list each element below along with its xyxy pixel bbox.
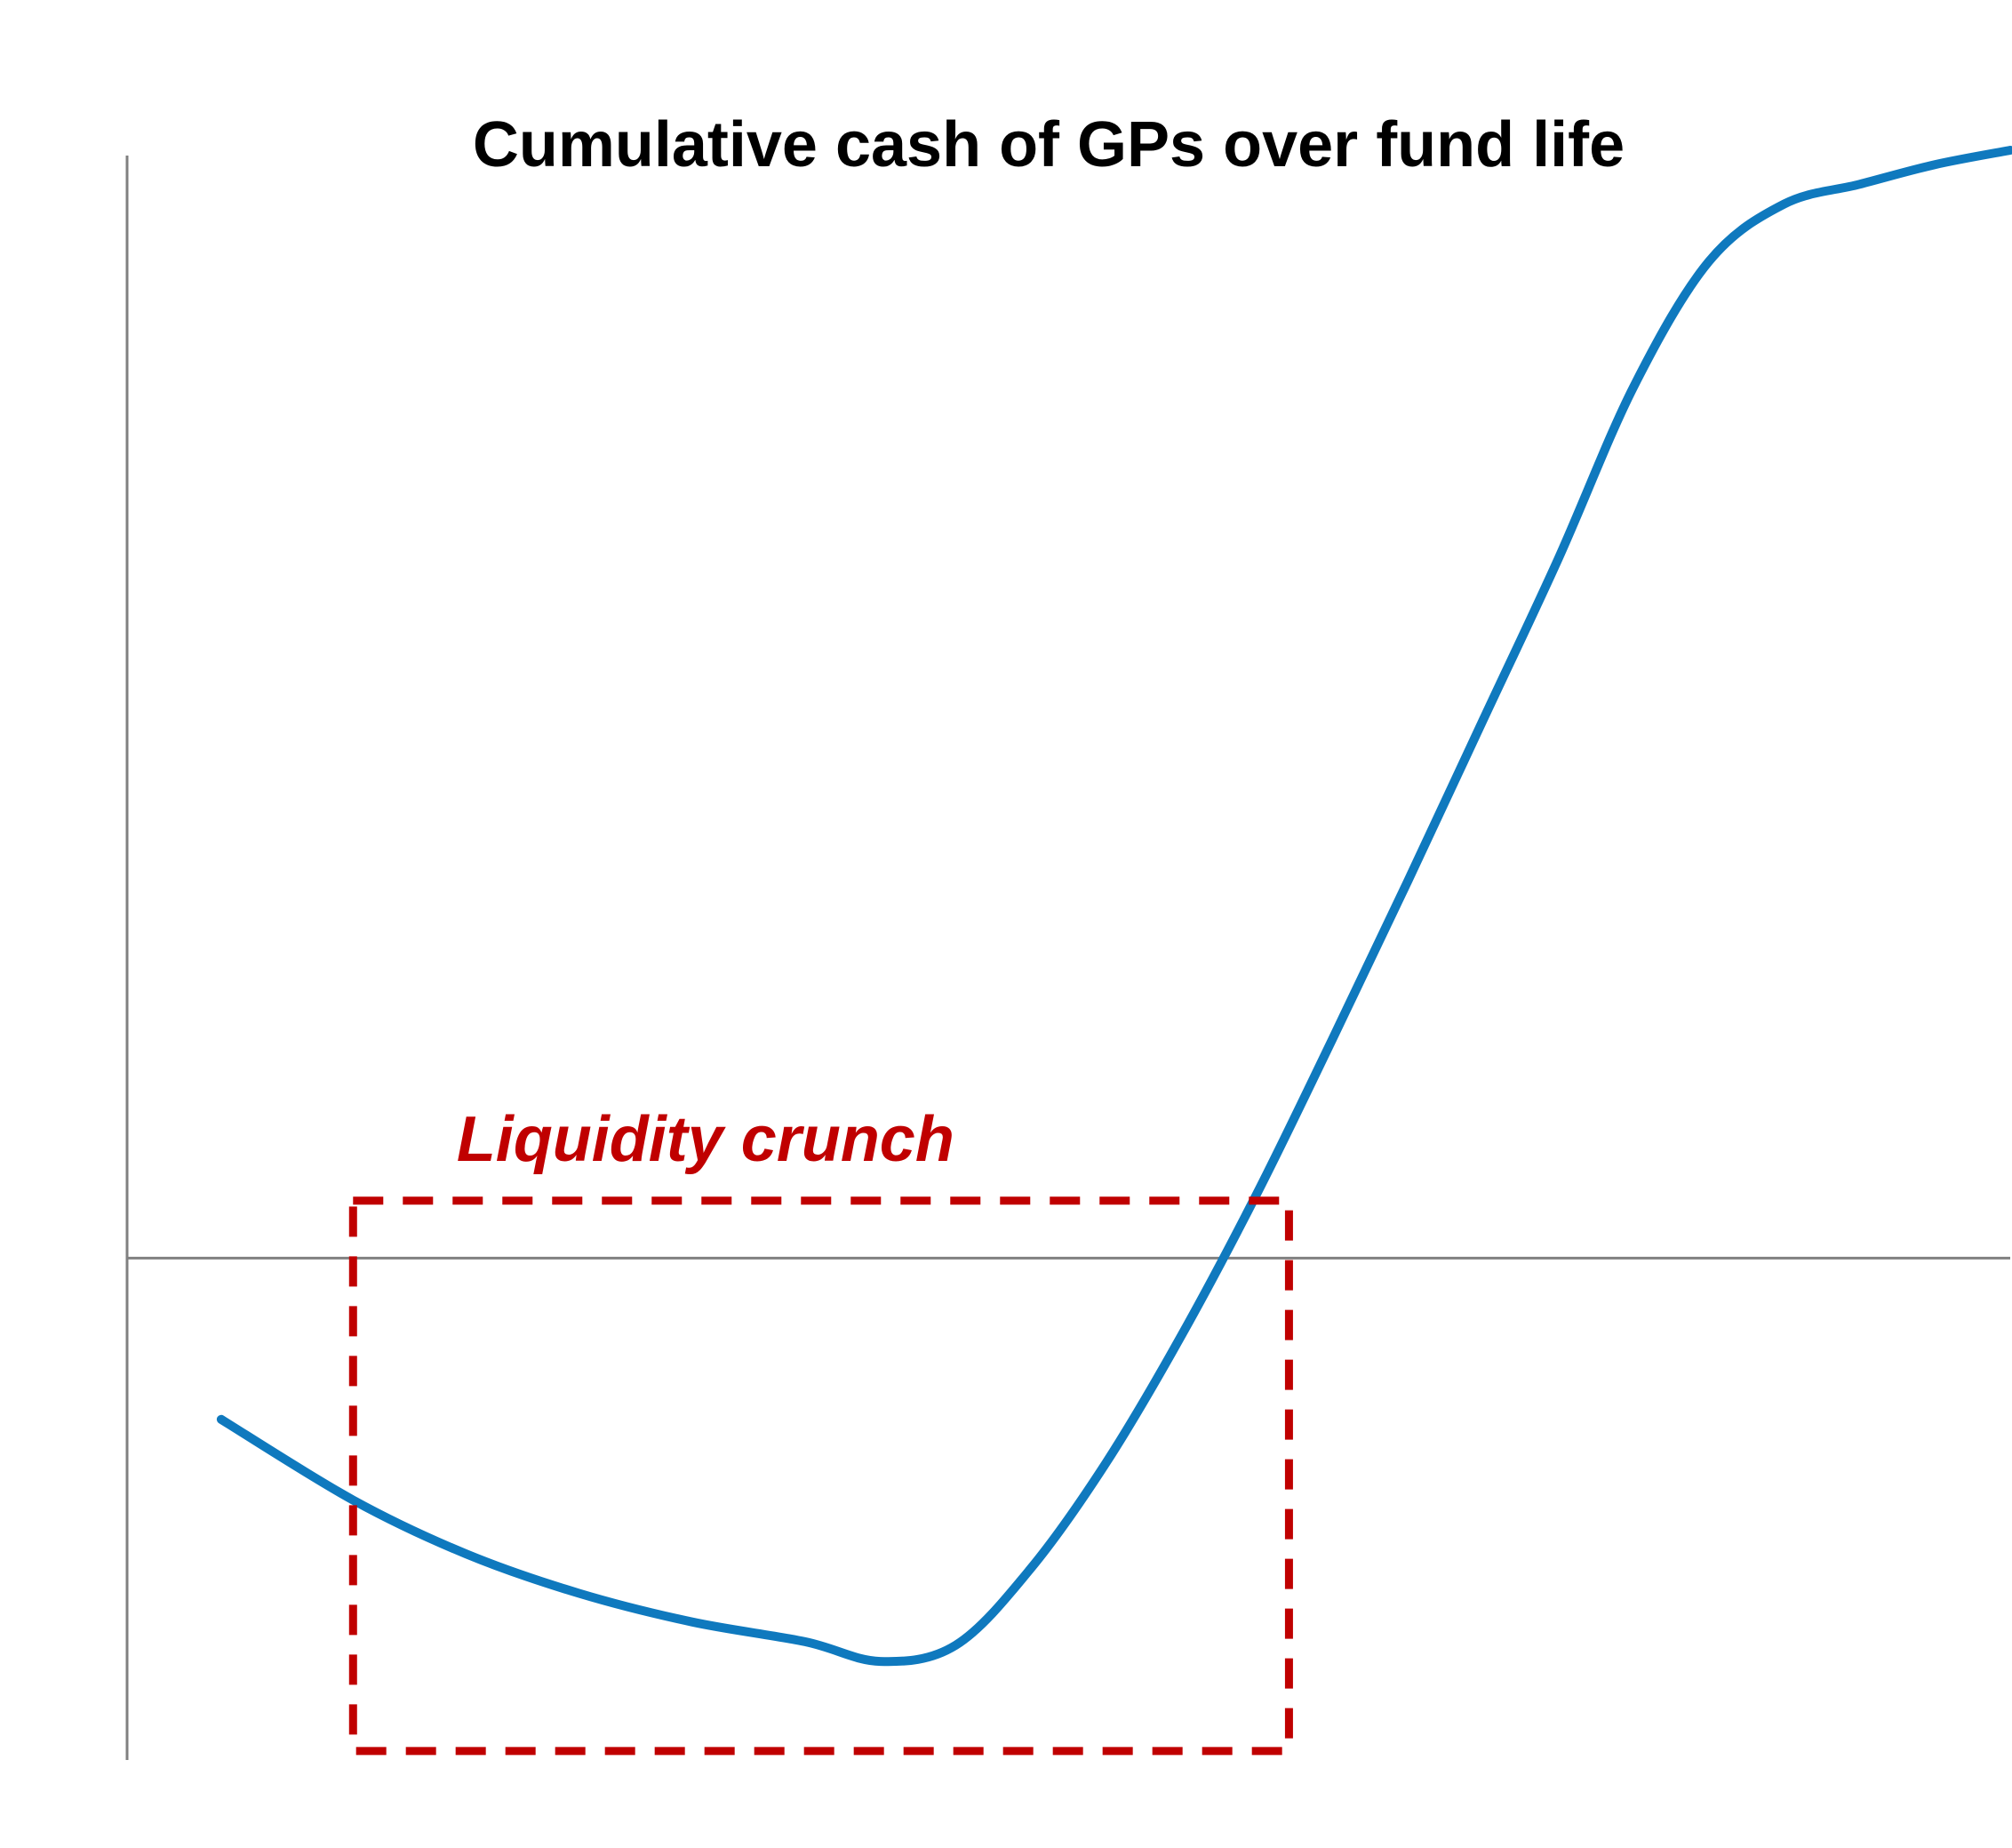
chart-title: Cumulative cash of GPs over fund life [473,109,1625,180]
annotation-layer: Liquidity crunch [348,1104,1293,1756]
annotation-box-0 [348,1196,1293,1756]
annotation-label-0: Liquidity crunch [457,1104,954,1175]
series-line-0 [216,146,2012,1667]
series-layer [216,146,2012,1667]
